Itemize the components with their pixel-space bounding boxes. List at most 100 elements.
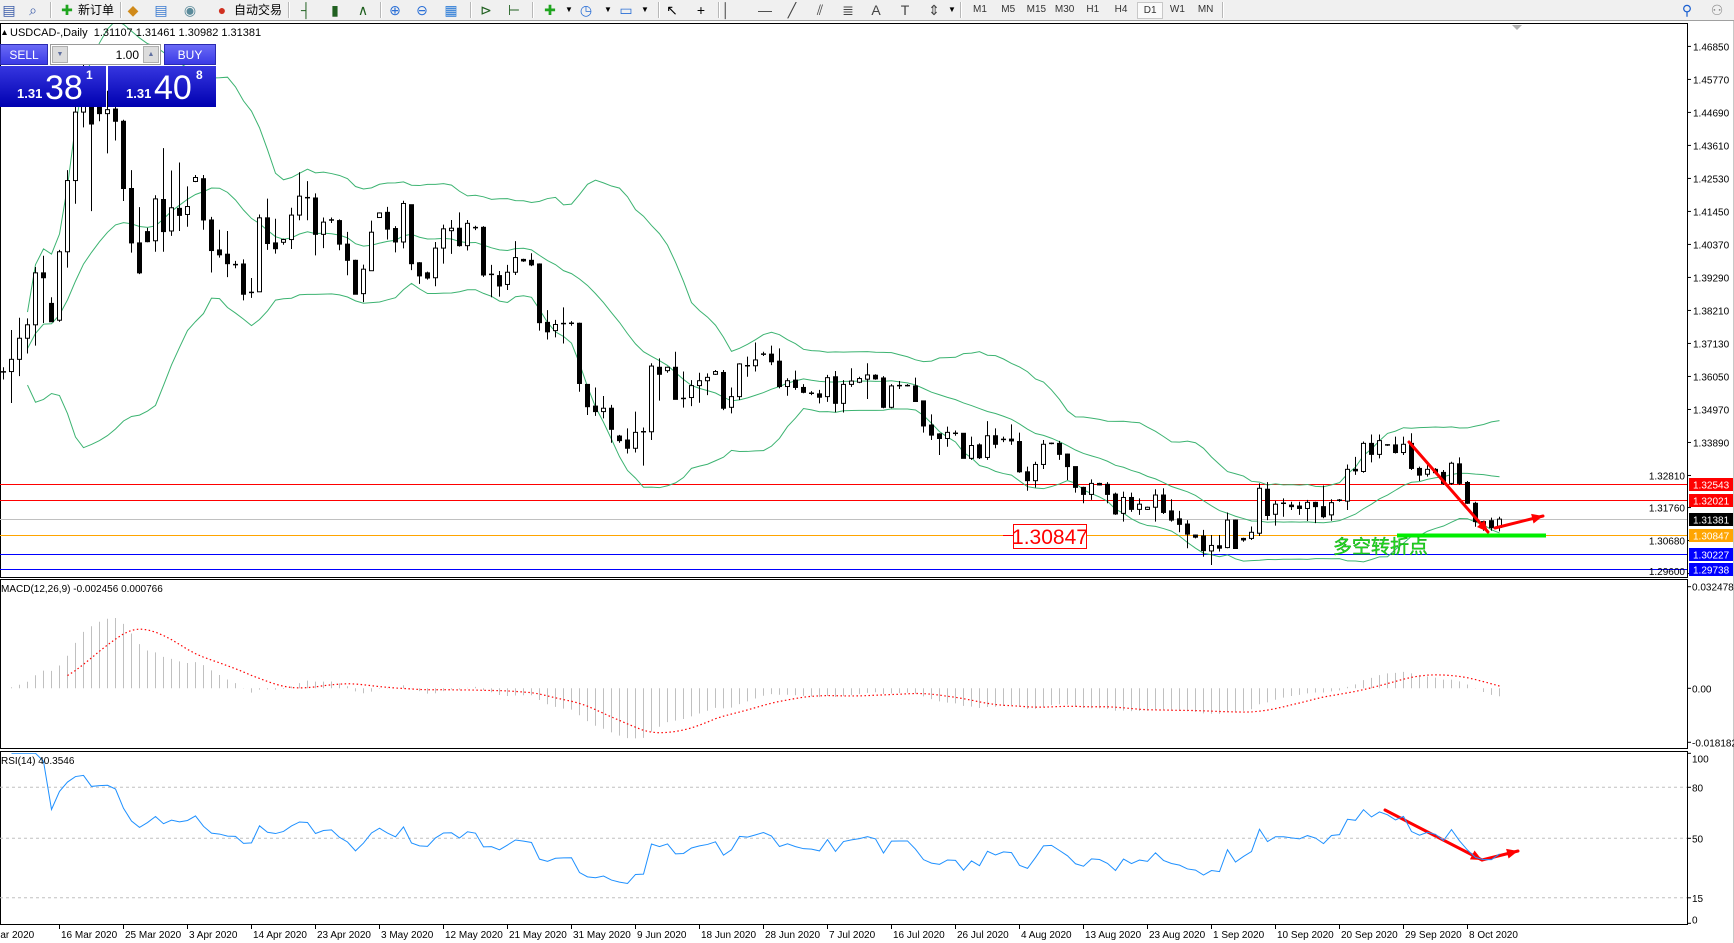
new-order-icon[interactable]: ✚ bbox=[61, 2, 73, 18]
zoom-in-icon[interactable]: ⊕ bbox=[389, 2, 401, 18]
candle-body-bearish bbox=[1473, 502, 1478, 523]
search-icon[interactable]: ⚲ bbox=[1681, 2, 1693, 18]
rsi-down-arrow[interactable] bbox=[1383, 808, 1484, 862]
zoom-chart-icon[interactable]: ⌕ bbox=[29, 2, 37, 18]
auto-scroll-icon[interactable]: ⊳ bbox=[480, 2, 492, 18]
time-axis-label: 9 Jun 2020 bbox=[637, 930, 687, 941]
candle bbox=[537, 263, 542, 331]
arrows-dropdown-icon[interactable]: ▼ bbox=[948, 5, 956, 14]
price-label-box[interactable] bbox=[1013, 524, 1087, 549]
candle-body-bullish bbox=[1137, 503, 1142, 510]
price-label-text: 1.29738 bbox=[1693, 566, 1730, 577]
candle bbox=[465, 219, 470, 251]
candle-body-bearish bbox=[1169, 510, 1174, 521]
timeframe-m5-button[interactable]: M5 bbox=[1001, 4, 1016, 15]
candle-body-bearish bbox=[1081, 486, 1086, 495]
candle-body-bullish bbox=[705, 376, 710, 382]
history-center-icon[interactable]: ▤ bbox=[154, 2, 168, 18]
candle bbox=[673, 351, 678, 400]
new-order-button[interactable]: 新订单 bbox=[78, 3, 115, 17]
equidistant-channel-icon[interactable]: ⫽ bbox=[816, 2, 824, 18]
pivot-point-text: 多空转折点 bbox=[1333, 536, 1428, 558]
indicators-dropdown-icon[interactable]: ▼ bbox=[565, 5, 573, 14]
candle-body-bearish bbox=[593, 405, 598, 413]
bid-price-fraction: 1 bbox=[86, 68, 93, 82]
candle-body-bearish bbox=[585, 383, 590, 408]
vertical-line-icon[interactable]: │ bbox=[721, 2, 731, 18]
candle bbox=[881, 376, 886, 409]
autotrading-icon[interactable]: ● bbox=[217, 2, 227, 18]
autotrading-button[interactable]: 自动交易 bbox=[234, 3, 283, 17]
price-down-arrow-head bbox=[1476, 520, 1488, 532]
candlestick-chart-icon[interactable]: ▮ bbox=[331, 2, 339, 18]
candle-body-bearish bbox=[1465, 481, 1470, 504]
time-axis[interactable]: Mar 2020 16 Mar 2020 25 Mar 2020 3 Apr 2020… bbox=[0, 925, 1518, 941]
candle bbox=[617, 434, 622, 443]
bar-chart-icon[interactable]: ┤ bbox=[301, 2, 311, 18]
candle-body-bearish bbox=[1113, 493, 1118, 515]
templates-icon[interactable]: ▭ bbox=[619, 2, 633, 18]
bid-price-pips: 38 bbox=[45, 69, 83, 107]
timeframe-h4-button[interactable]: H4 bbox=[1114, 4, 1128, 15]
tile-windows-icon[interactable]: ▦ bbox=[444, 2, 458, 18]
sell-button[interactable]: SELL bbox=[0, 44, 48, 65]
price-down-arrow[interactable] bbox=[1407, 440, 1490, 534]
chart-window-icon[interactable]: ▤ bbox=[2, 2, 16, 18]
templates-dropdown-icon[interactable]: ▼ bbox=[641, 5, 649, 14]
candle-body-bullish bbox=[601, 407, 606, 413]
ask-price-display[interactable]: 1.31 40 8 bbox=[108, 66, 216, 107]
candle bbox=[1345, 464, 1350, 510]
community-icon[interactable]: ⚇ bbox=[1710, 2, 1724, 18]
bid-price-prefix: 1.31 bbox=[17, 86, 43, 101]
timeframe-h1-button[interactable]: H1 bbox=[1086, 4, 1100, 15]
text-icon[interactable]: A bbox=[871, 2, 881, 18]
chart-shift-icon[interactable]: ⊢ bbox=[507, 2, 521, 18]
cursor-icon[interactable]: ↖ bbox=[666, 2, 678, 18]
candle bbox=[369, 220, 374, 272]
candle bbox=[161, 148, 166, 252]
candle bbox=[449, 219, 454, 254]
price-axis[interactable]: 1.46850 1.45770 1.44690 1.43610 1.42530 1.414… bbox=[1649, 42, 1733, 578]
lot-decrease-button[interactable]: ▼ bbox=[52, 46, 68, 63]
toolbar-separator bbox=[380, 2, 382, 18]
trendline-icon[interactable]: ╱ bbox=[787, 2, 797, 18]
chart-shift-marker[interactable] bbox=[1512, 25, 1522, 30]
crosshair-icon[interactable]: + bbox=[696, 2, 706, 18]
time-axis-label: 1 Sep 2020 bbox=[1213, 930, 1265, 941]
fibonacci-icon[interactable]: ≣ bbox=[842, 2, 854, 18]
candle-body-bullish bbox=[737, 363, 742, 398]
horizontal-line-icon[interactable]: — bbox=[758, 2, 772, 18]
signals-icon[interactable]: ◉ bbox=[183, 2, 197, 18]
lot-increase-button[interactable]: ▲ bbox=[143, 46, 159, 63]
line-chart-icon[interactable]: ∧ bbox=[357, 2, 369, 18]
candle-body-bullish bbox=[9, 358, 14, 373]
candle-body-bullish bbox=[505, 271, 510, 285]
indicators-icon[interactable]: ✚ bbox=[544, 2, 556, 18]
periods-dropdown-icon[interactable]: ▼ bbox=[604, 5, 612, 14]
zoom-out-icon[interactable]: ⊖ bbox=[416, 2, 428, 18]
text-label-icon[interactable]: T bbox=[900, 2, 910, 18]
candle bbox=[1, 367, 6, 380]
timeframe-m1-button[interactable]: M1 bbox=[973, 4, 987, 15]
timeframe-w1-button[interactable]: W1 bbox=[1169, 4, 1185, 15]
timeframe-m30-button[interactable]: M30 bbox=[1054, 4, 1075, 15]
timeframe-m15-button[interactable]: M15 bbox=[1026, 4, 1047, 15]
price-label-text: 1.32543 bbox=[1693, 481, 1730, 492]
arrows-icon[interactable]: ⇕ bbox=[928, 2, 940, 18]
lot-size-stepper[interactable]: ▼ ▲ bbox=[50, 44, 161, 66]
candle-body-bearish bbox=[873, 374, 878, 380]
collapse-triangle-icon[interactable] bbox=[2, 30, 7, 35]
lot-size-input[interactable] bbox=[69, 45, 142, 66]
bid-price-display[interactable]: 1.31 38 1 bbox=[0, 66, 106, 107]
buy-button[interactable]: BUY bbox=[164, 44, 216, 65]
timeframe-mn-button[interactable]: MN bbox=[1197, 4, 1214, 15]
candle bbox=[745, 356, 750, 377]
timeframe-d1-button[interactable]: D1 bbox=[1137, 2, 1164, 19]
expert-advisor-icon[interactable]: ◆ bbox=[127, 2, 139, 18]
candle bbox=[1081, 486, 1086, 504]
periods-clock-icon[interactable]: ◷ bbox=[579, 2, 593, 18]
candle bbox=[121, 119, 126, 202]
candle-body-bearish bbox=[801, 386, 806, 393]
candle-body-bullish bbox=[1345, 468, 1350, 502]
